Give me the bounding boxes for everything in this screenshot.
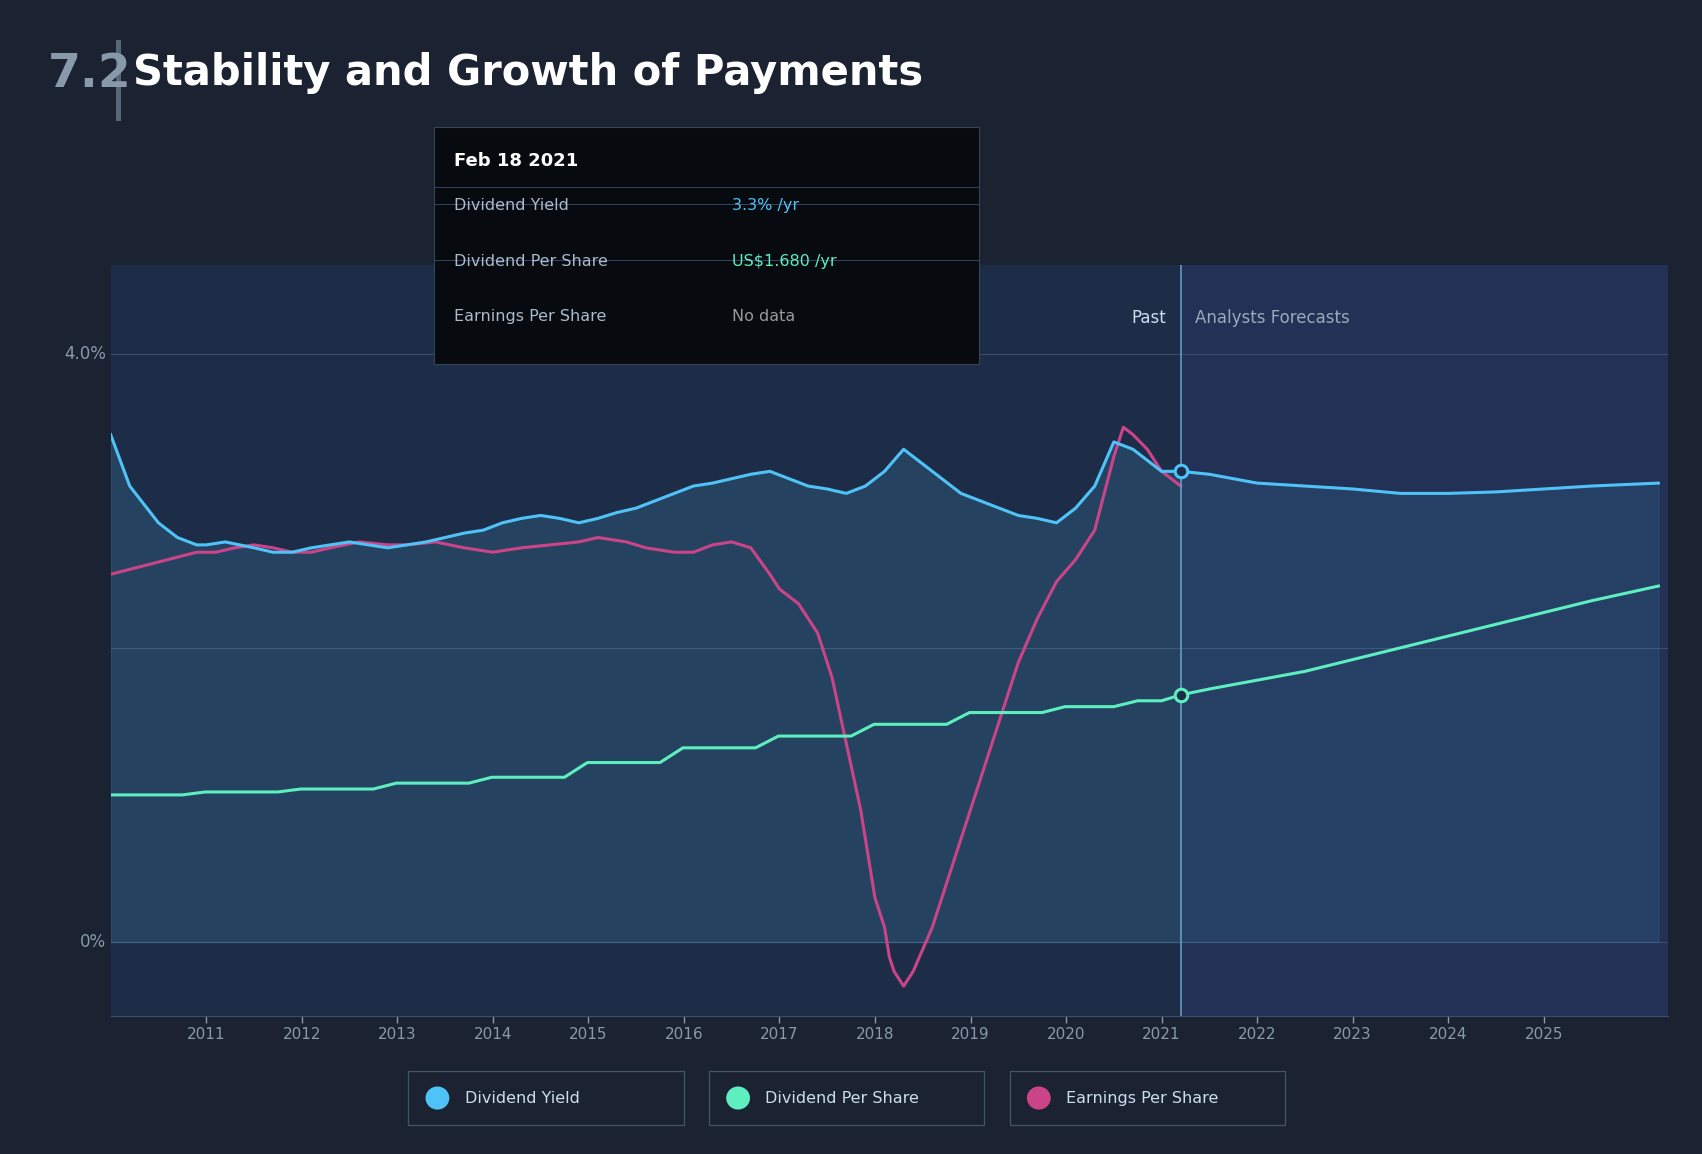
Text: Analysts Forecasts: Analysts Forecasts [1195,309,1350,328]
Text: No data: No data [732,309,795,324]
Text: Earnings Per Share: Earnings Per Share [1065,1091,1219,1106]
Text: Dividend Per Share: Dividend Per Share [766,1091,919,1106]
Text: US$1.680 /yr: US$1.680 /yr [732,254,836,269]
Text: 7.2: 7.2 [48,52,131,97]
Bar [1181,265,1668,1016]
Text: Feb 18 2021: Feb 18 2021 [454,152,579,171]
Text: Earnings Per Share: Earnings Per Share [454,309,608,324]
Text: Dividend Per Share: Dividend Per Share [454,254,608,269]
Text: 0%: 0% [80,932,106,951]
Text: Stability and Growth of Payments: Stability and Growth of Payments [133,52,922,93]
Text: Dividend Yield: Dividend Yield [465,1091,579,1106]
Text: Dividend Yield: Dividend Yield [454,198,568,213]
Text: 4.0%: 4.0% [65,345,106,362]
Text: 3.3% /yr: 3.3% /yr [732,198,798,213]
Text: Past: Past [1132,309,1166,328]
